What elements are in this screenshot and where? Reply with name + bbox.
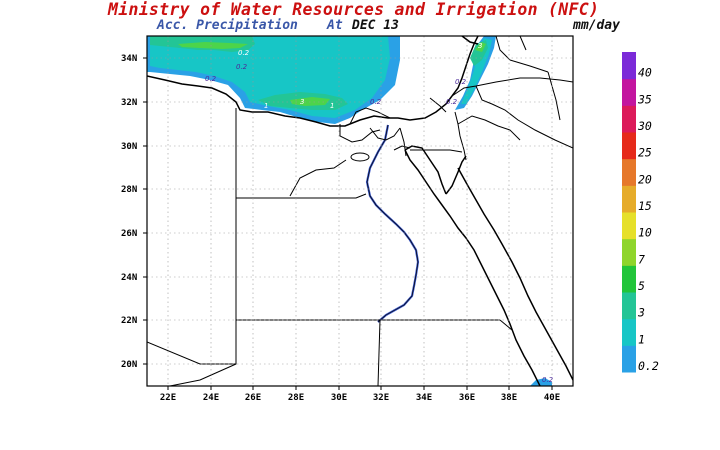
latitude-labels: 34N 32N 30N 28N 26N 24N 22N 20N: [121, 54, 137, 370]
coastlines: [147, 36, 573, 386]
contour-label: 0.2: [205, 75, 217, 83]
colorbar-label: 40: [638, 66, 652, 80]
contour-label: 1: [330, 102, 334, 110]
colorbar-swatch: [622, 265, 636, 293]
lon-label: 22E: [160, 393, 176, 403]
contour-label: 0.2: [542, 376, 554, 384]
lat-label: 24N: [121, 273, 137, 283]
lat-label: 20N: [121, 360, 137, 370]
subtitle-date: DEC 13: [352, 18, 399, 33]
lat-label: 34N: [121, 54, 137, 64]
subtitle-product: Acc. Precipitation: [157, 18, 298, 33]
lon-label: 26E: [245, 393, 261, 403]
lat-label: 26N: [121, 229, 137, 239]
colorbar-swatch: [622, 238, 636, 266]
colorbar-swatch: [622, 105, 636, 133]
lon-label: 24E: [203, 393, 219, 403]
colorbar-label: 10: [638, 226, 652, 240]
lat-label: 28N: [121, 185, 137, 195]
contour-label: 0.2: [446, 98, 458, 106]
contour-label: 3: [300, 98, 304, 106]
lon-label: 30E: [331, 393, 347, 403]
colorbar-label: 30: [637, 119, 652, 133]
map-frame: [146, 35, 574, 387]
contour-label: 0.2: [455, 78, 467, 86]
colorbar-label: 35: [637, 92, 652, 106]
lat-label: 30N: [121, 142, 137, 152]
graticule: [147, 36, 573, 386]
colorbar-swatch: [622, 345, 636, 373]
colorbar-swatch: [622, 212, 636, 240]
lat-label: 32N: [121, 98, 137, 108]
colorbar-swatch: [622, 318, 636, 346]
nile-river: [365, 124, 420, 323]
colorbar-label: 20: [638, 172, 652, 186]
contour-labels: 0.2 0.2 1 3 1 0.2 0.2 1 3 0.2 0.2 0.2: [205, 42, 554, 384]
contour-label: 0.2: [238, 49, 250, 57]
lon-label: 32E: [373, 393, 389, 403]
longitude-labels: 22E 24E 26E 28E 30E 32E 34E 36E 38E 40E: [160, 393, 560, 403]
colorbar-label: 3: [637, 306, 645, 320]
lon-label: 36E: [459, 393, 475, 403]
colorbar-swatch: [622, 52, 636, 80]
map-title: Ministry of Water Resources and Irrigati…: [108, 0, 600, 19]
lon-label: 38E: [501, 393, 517, 403]
subtitle-at: At: [327, 18, 343, 33]
colorbar-label: 25: [638, 146, 652, 160]
contour-label: 3: [478, 42, 482, 50]
colorbar-swatch: [622, 132, 636, 160]
contour-label: 0.2: [236, 63, 248, 71]
lon-label: 28E: [288, 393, 304, 403]
units-label: mm/day: [573, 18, 620, 33]
precip-shading: [147, 36, 552, 386]
axis-ticks: [143, 57, 553, 390]
colorbar-label: 5: [638, 279, 645, 293]
colorbar-swatch: [622, 292, 636, 320]
lake-qarun: [350, 152, 370, 162]
colorbar-label: 7: [638, 252, 645, 266]
colorbar-label: 1: [638, 332, 645, 346]
colorbar-swatch: [622, 158, 636, 186]
map-area: 0.2 0.2 1 3 1 0.2 0.2 1 3 0.2 0.2 0.2: [147, 36, 573, 386]
colorbar-label: 0.2: [638, 359, 659, 373]
colorbar-swatch: [622, 185, 636, 213]
lon-label: 40E: [544, 393, 560, 403]
borders: [147, 36, 573, 386]
colorbar-label: 15: [638, 199, 652, 213]
lat-label: 22N: [121, 316, 137, 326]
lon-label: 34E: [416, 393, 432, 403]
contour-label: 1: [466, 70, 470, 78]
contour-label: 0.2: [370, 98, 382, 106]
colorbar-swatch: [622, 78, 636, 106]
contour-label: 1: [264, 102, 268, 110]
